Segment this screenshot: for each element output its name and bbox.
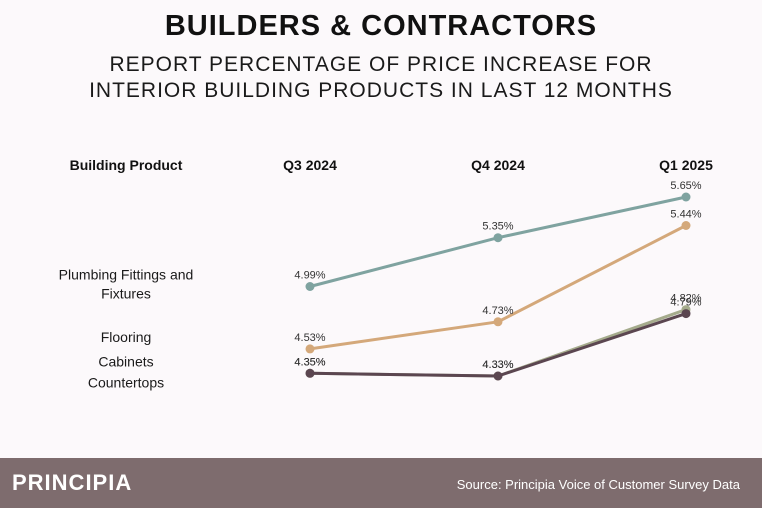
data-point-flooring-2 (493, 317, 503, 327)
subtitle-line-2: INTERIOR BUILDING PRODUCTS IN LAST 12 MO… (89, 79, 673, 102)
data-point-countertops-3 (681, 309, 691, 319)
footer-bar: PRINCIPIA Source: Principia Voice of Cus… (0, 458, 762, 508)
data-label-countertops-3: 4.79% (670, 297, 701, 309)
data-label-cabinets-3: 4.82% (670, 293, 701, 305)
column-header-q1-2025: Q1 2025 (659, 157, 713, 173)
product-label-plumbing-fittings-and-fixtures-line-2: Fixtures (101, 286, 151, 302)
data-label-flooring-2: 4.73% (482, 305, 513, 317)
data-point-plumbing-fittings-and-fixtures-1 (305, 282, 315, 291)
data-label-cabinets-1: 4.35% (294, 356, 325, 368)
column-header-q4-2024: Q4 2024 (471, 157, 525, 173)
product-label-countertops: Countertops (88, 374, 164, 390)
data-label-plumbing-fittings-and-fixtures-3: 5.65% (670, 180, 701, 192)
data-label-plumbing-fittings-and-fixtures-1: 4.99% (294, 270, 325, 282)
data-point-plumbing-fittings-and-fixtures-2 (493, 233, 503, 243)
data-label-flooring-1: 4.53% (294, 332, 325, 344)
source-note: Source: Principia Voice of Customer Surv… (456, 477, 740, 492)
data-point-flooring-1 (305, 344, 315, 354)
data-label-countertops-1: 4.35% (294, 356, 325, 368)
data-label-plumbing-fittings-and-fixtures-2: 5.35% (482, 221, 513, 233)
data-label-countertops-2: 4.33% (482, 359, 513, 371)
data-label-cabinets-2: 4.33% (482, 359, 513, 371)
product-label-plumbing-fittings-and-fixtures-line-1: Plumbing Fittings and (59, 267, 194, 283)
data-point-countertops-1 (305, 368, 315, 378)
price-increase-chart: Building Product Q3 2024 Q4 2024 Q1 2025 Plu… (59, 157, 713, 390)
page-subtitle: REPORT PERCENTAGE OF PRICE INCREASE FOR … (0, 52, 762, 104)
data-point-countertops-2 (493, 371, 503, 381)
data-point-plumbing-fittings-and-fixtures-3 (681, 192, 691, 202)
data-label-flooring-3: 5.44% (670, 208, 701, 220)
subtitle-line-1: REPORT PERCENTAGE OF PRICE INCREASE FOR (109, 53, 653, 76)
product-label-flooring: Flooring (101, 329, 152, 345)
row-header-label: Building Product (70, 157, 183, 173)
page-title: BUILDERS & CONTRACTORS (164, 10, 598, 42)
data-point-flooring-3 (681, 221, 691, 230)
product-label-cabinets: Cabinets (98, 353, 153, 369)
brand-logo: PRINCIPIA (12, 470, 133, 495)
column-header-q3-2024: Q3 2024 (283, 157, 337, 173)
